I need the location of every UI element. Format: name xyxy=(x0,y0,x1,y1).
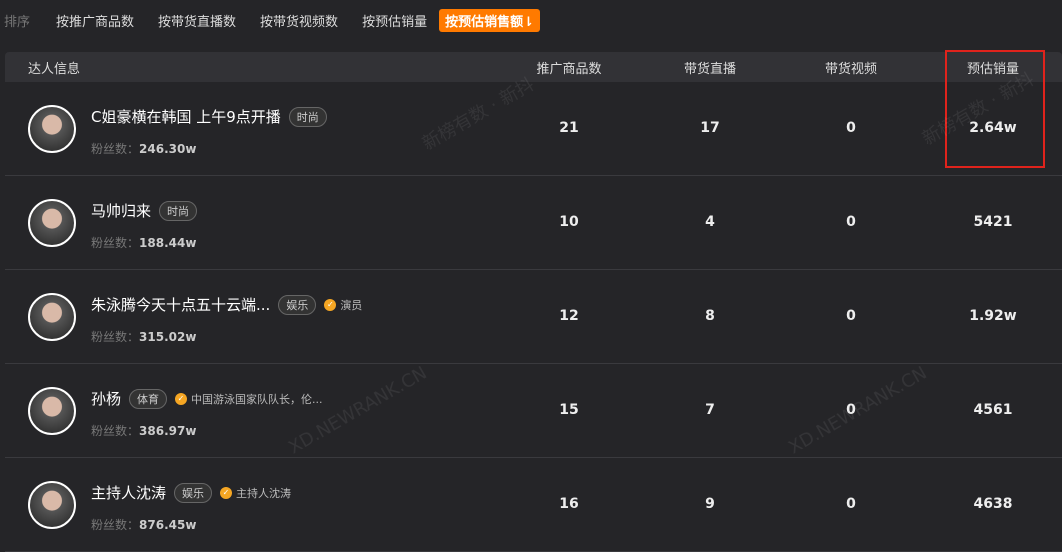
video-count: 0 xyxy=(846,402,856,418)
influencer-name[interactable]: 马帅归来 xyxy=(91,202,152,220)
influencer-name[interactable]: 孙杨 xyxy=(91,390,122,408)
verified-icon: ✓ xyxy=(324,298,337,311)
header-live[interactable]: 带货直播 xyxy=(683,61,736,77)
avatar[interactable] xyxy=(28,293,76,341)
products-count: 16 xyxy=(559,496,579,512)
live-count: 4 xyxy=(705,214,715,230)
sales-volume: 1.92w xyxy=(969,308,1017,324)
avatar[interactable] xyxy=(28,199,76,247)
influencer-name[interactable]: 朱泳腾今天十点五十云端... xyxy=(91,296,271,314)
influencer-name[interactable]: 主持人沈涛 xyxy=(91,484,167,502)
table-row[interactable]: 孙杨 体育 ✓ 中国游泳国家队队长，伦... 粉丝数：386.97w 15 7 0… xyxy=(5,364,1062,458)
products-count: 21 xyxy=(559,120,579,136)
avatar[interactable] xyxy=(28,387,76,435)
fans-value: 246.30w xyxy=(139,142,197,156)
sales-volume: 2.64w xyxy=(969,120,1017,136)
name-line: 主持人沈涛 娱乐 ✓ 主持人沈涛 xyxy=(91,482,291,503)
name-line: 朱泳腾今天十点五十云端... 娱乐 ✓ 演员 xyxy=(91,294,362,315)
sales-volume: 5421 xyxy=(973,214,1013,230)
fans-count: 粉丝数：188.44w xyxy=(91,234,196,251)
sort-label: 排序 xyxy=(4,14,31,30)
fans-count: 粉丝数：315.02w xyxy=(91,328,196,345)
sort-bar: 排序 按推广商品数 按带货直播数 按带货视频数 按预估销量 按预估销售额⇂ xyxy=(0,8,564,32)
avatar[interactable] xyxy=(28,105,76,153)
name-line: 马帅归来 时尚 xyxy=(91,200,198,221)
category-tag: 娱乐 xyxy=(278,294,317,315)
fans-value: 188.44w xyxy=(139,236,197,250)
products-count: 10 xyxy=(559,214,579,230)
verification-text: 中国游泳国家队队长，伦... xyxy=(191,392,323,406)
header-video[interactable]: 带货视频 xyxy=(824,61,877,77)
category-tag: 娱乐 xyxy=(174,482,213,503)
fans-label: 粉丝数： xyxy=(91,236,140,250)
verification-text: 演员 xyxy=(340,298,363,312)
fans-count: 粉丝数：386.97w xyxy=(91,422,196,439)
avatar[interactable] xyxy=(28,481,76,529)
table-header: 达人信息 推广商品数 带货直播 带货视频 预估销量 xyxy=(5,52,1062,82)
live-count: 17 xyxy=(700,120,720,136)
live-count: 9 xyxy=(705,496,715,512)
fans-value: 876.45w xyxy=(139,518,197,532)
header-products[interactable]: 推广商品数 xyxy=(536,61,602,77)
header-influencer: 达人信息 xyxy=(28,61,81,77)
products-count: 12 xyxy=(559,308,579,324)
table-row[interactable]: 马帅归来 时尚 粉丝数：188.44w 10 4 0 5421 xyxy=(5,176,1062,270)
fans-label: 粉丝数： xyxy=(91,142,140,156)
video-count: 0 xyxy=(846,496,856,512)
sort-by-sales-volume[interactable]: 按预估销量 xyxy=(362,14,428,30)
live-count: 8 xyxy=(705,308,715,324)
verification: ✓ 主持人沈涛 xyxy=(220,485,291,501)
name-line: 孙杨 体育 ✓ 中国游泳国家队队长，伦... xyxy=(91,388,323,409)
verification: ✓ 演员 xyxy=(324,297,362,313)
verification: ✓ 中国游泳国家队队长，伦... xyxy=(175,391,323,407)
sort-by-products[interactable]: 按推广商品数 xyxy=(56,14,135,30)
category-tag: 时尚 xyxy=(159,200,198,221)
fans-label: 粉丝数： xyxy=(91,330,140,344)
sales-volume: 4638 xyxy=(973,496,1013,512)
fans-label: 粉丝数： xyxy=(91,518,140,532)
verified-icon: ✓ xyxy=(220,486,233,499)
verified-icon: ✓ xyxy=(175,392,188,405)
products-count: 15 xyxy=(559,402,579,418)
category-tag: 体育 xyxy=(129,388,168,409)
video-count: 0 xyxy=(846,214,856,230)
fans-count: 粉丝数：246.30w xyxy=(91,140,196,157)
fans-value: 315.02w xyxy=(139,330,197,344)
video-count: 0 xyxy=(846,120,856,136)
sales-volume: 4561 xyxy=(973,402,1013,418)
fans-count: 粉丝数：876.45w xyxy=(91,516,196,533)
fans-value: 386.97w xyxy=(139,424,197,438)
fans-label: 粉丝数： xyxy=(91,424,140,438)
verification-text: 主持人沈涛 xyxy=(236,486,292,500)
header-sales[interactable]: 预估销量 xyxy=(966,61,1019,77)
video-count: 0 xyxy=(846,308,856,324)
sort-by-live[interactable]: 按带货直播数 xyxy=(158,14,237,30)
name-line: C姐豪横在韩国 上午9点开播 时尚 xyxy=(91,106,327,127)
table-row[interactable]: 朱泳腾今天十点五十云端... 娱乐 ✓ 演员 粉丝数：315.02w 12 8 0… xyxy=(5,270,1062,364)
category-tag: 时尚 xyxy=(288,106,327,127)
sort-by-video[interactable]: 按带货视频数 xyxy=(260,14,339,30)
live-count: 7 xyxy=(705,402,715,418)
sort-by-sales-amount[interactable]: 按预估销售额⇂ xyxy=(439,8,540,32)
influencer-name[interactable]: C姐豪横在韩国 上午9点开播 xyxy=(91,108,281,126)
table-row[interactable]: C姐豪横在韩国 上午9点开播 时尚 粉丝数：246.30w 21 17 0 2.… xyxy=(5,82,1062,176)
table-row[interactable]: 主持人沈涛 娱乐 ✓ 主持人沈涛 粉丝数：876.45w 16 9 0 4638 xyxy=(5,458,1062,552)
influencer-table: 达人信息 推广商品数 带货直播 带货视频 预估销量 C姐豪横在韩国 上午9点开播… xyxy=(5,52,1062,552)
